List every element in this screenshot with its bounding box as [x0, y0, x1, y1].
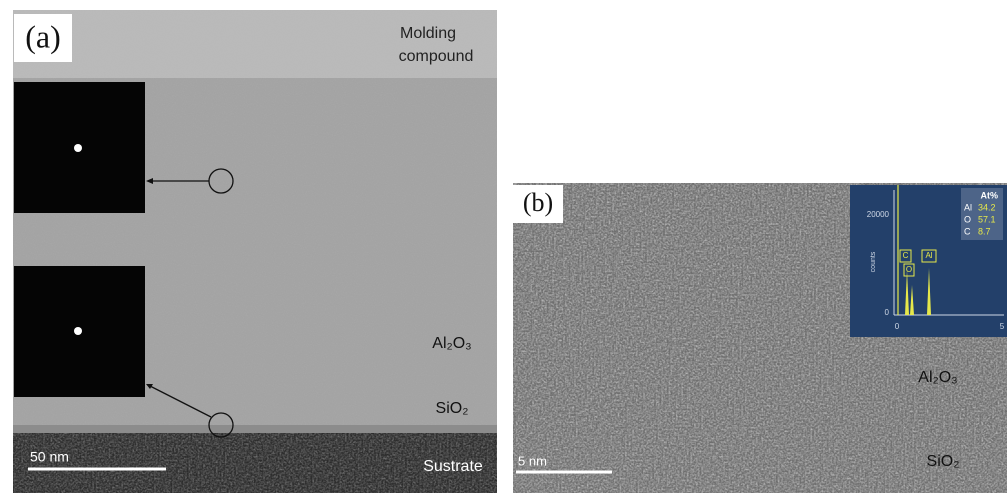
- silica-region: [13, 425, 497, 434]
- y-tick-label: 0: [885, 308, 890, 317]
- scale-label: 5 nm: [518, 453, 547, 468]
- diffraction-spot: [74, 144, 82, 152]
- region-label: Al₂O₃: [432, 335, 471, 352]
- y-axis-label: counts: [870, 251, 877, 272]
- element-symbol: O: [964, 214, 971, 224]
- panel-label: (a): [25, 18, 61, 54]
- table-header: At%: [981, 190, 999, 200]
- region-label: compound: [399, 48, 474, 65]
- region-label: Molding: [400, 25, 456, 42]
- panel-a: (a) Molding compound Al₂O₃ SiO₂ Sustrate…: [13, 10, 497, 493]
- region-label: Sustrate: [423, 458, 483, 475]
- region-label: SiO₂: [927, 453, 960, 470]
- scale-label: 50 nm: [30, 449, 69, 465]
- element-symbol: C: [964, 226, 971, 236]
- panel-label: (b): [523, 188, 553, 217]
- element-symbol: Al: [964, 202, 972, 212]
- diffraction-spot: [74, 327, 82, 335]
- peak-label: O: [906, 265, 912, 274]
- eds-inset: C O Al 20000 0 counts 0 5 At% Al 34.2 O 57.…: [850, 185, 1007, 337]
- panel-b: (b) Al₂O₃ SiO₂ 5 nm C O Al 20000 0 count…: [513, 183, 1007, 493]
- x-tick-label: 0: [895, 322, 900, 331]
- region-label: SiO₂: [436, 400, 469, 417]
- peak-label: Al: [925, 251, 932, 260]
- x-tick-label: 5: [1000, 322, 1005, 331]
- region-label: Al₂O₃: [918, 369, 957, 386]
- element-percent: 34.2: [978, 202, 996, 212]
- figure: (a) Molding compound Al₂O₃ SiO₂ Sustrate…: [0, 0, 1007, 493]
- y-tick-label: 20000: [867, 210, 890, 219]
- element-percent: 57.1: [978, 214, 996, 224]
- peak-label: C: [903, 251, 909, 260]
- element-percent: 8.7: [978, 226, 991, 236]
